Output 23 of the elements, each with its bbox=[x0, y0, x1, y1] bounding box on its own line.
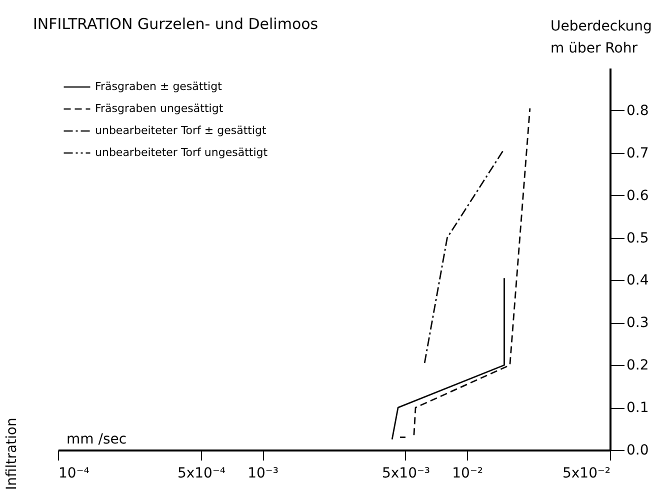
x-tick-label: 5x10⁻³ bbox=[382, 466, 430, 482]
text: Infiltration bbox=[4, 418, 20, 490]
y-tick-label: 0.5 bbox=[626, 230, 649, 246]
y-tick-label: 0.2 bbox=[626, 358, 649, 374]
x-tick-label: 10⁻³ bbox=[248, 466, 278, 482]
chart-title: INFILTRATION Gurzelen- und Delimoos bbox=[33, 15, 318, 33]
y-tick-label: 0.6 bbox=[626, 188, 649, 204]
y-tick-label: 0.4 bbox=[626, 272, 649, 289]
x-axis-title: mm /sec bbox=[66, 432, 127, 448]
y-tick-label: 0.0 bbox=[626, 442, 649, 458]
y-tick-label: 0.7 bbox=[626, 145, 649, 162]
x-tick-label: 5x10⁻² bbox=[562, 466, 610, 482]
x-tick-label: 10⁻² bbox=[452, 466, 483, 482]
legend-label: Fräsgraben ungesättigt bbox=[95, 102, 224, 115]
x-tick-label: 10⁻⁴ bbox=[58, 466, 90, 482]
y-tick-label: 0.8 bbox=[626, 102, 649, 119]
legend-label: unbearbeiteter Torf ± gesättigt bbox=[95, 124, 268, 137]
legend-label: unbearbeiteter Torf ungesättigt bbox=[95, 146, 268, 159]
y-tick-label: 0.3 bbox=[626, 315, 649, 332]
y-tick-label: 0.1 bbox=[626, 400, 649, 416]
y-axis-title: Ueberdeckung m über Rohr bbox=[550, 18, 652, 56]
x-tick-label: 5x10⁻⁴ bbox=[177, 466, 226, 482]
legend-label: Fräsgraben ± gesättigt bbox=[95, 80, 223, 93]
